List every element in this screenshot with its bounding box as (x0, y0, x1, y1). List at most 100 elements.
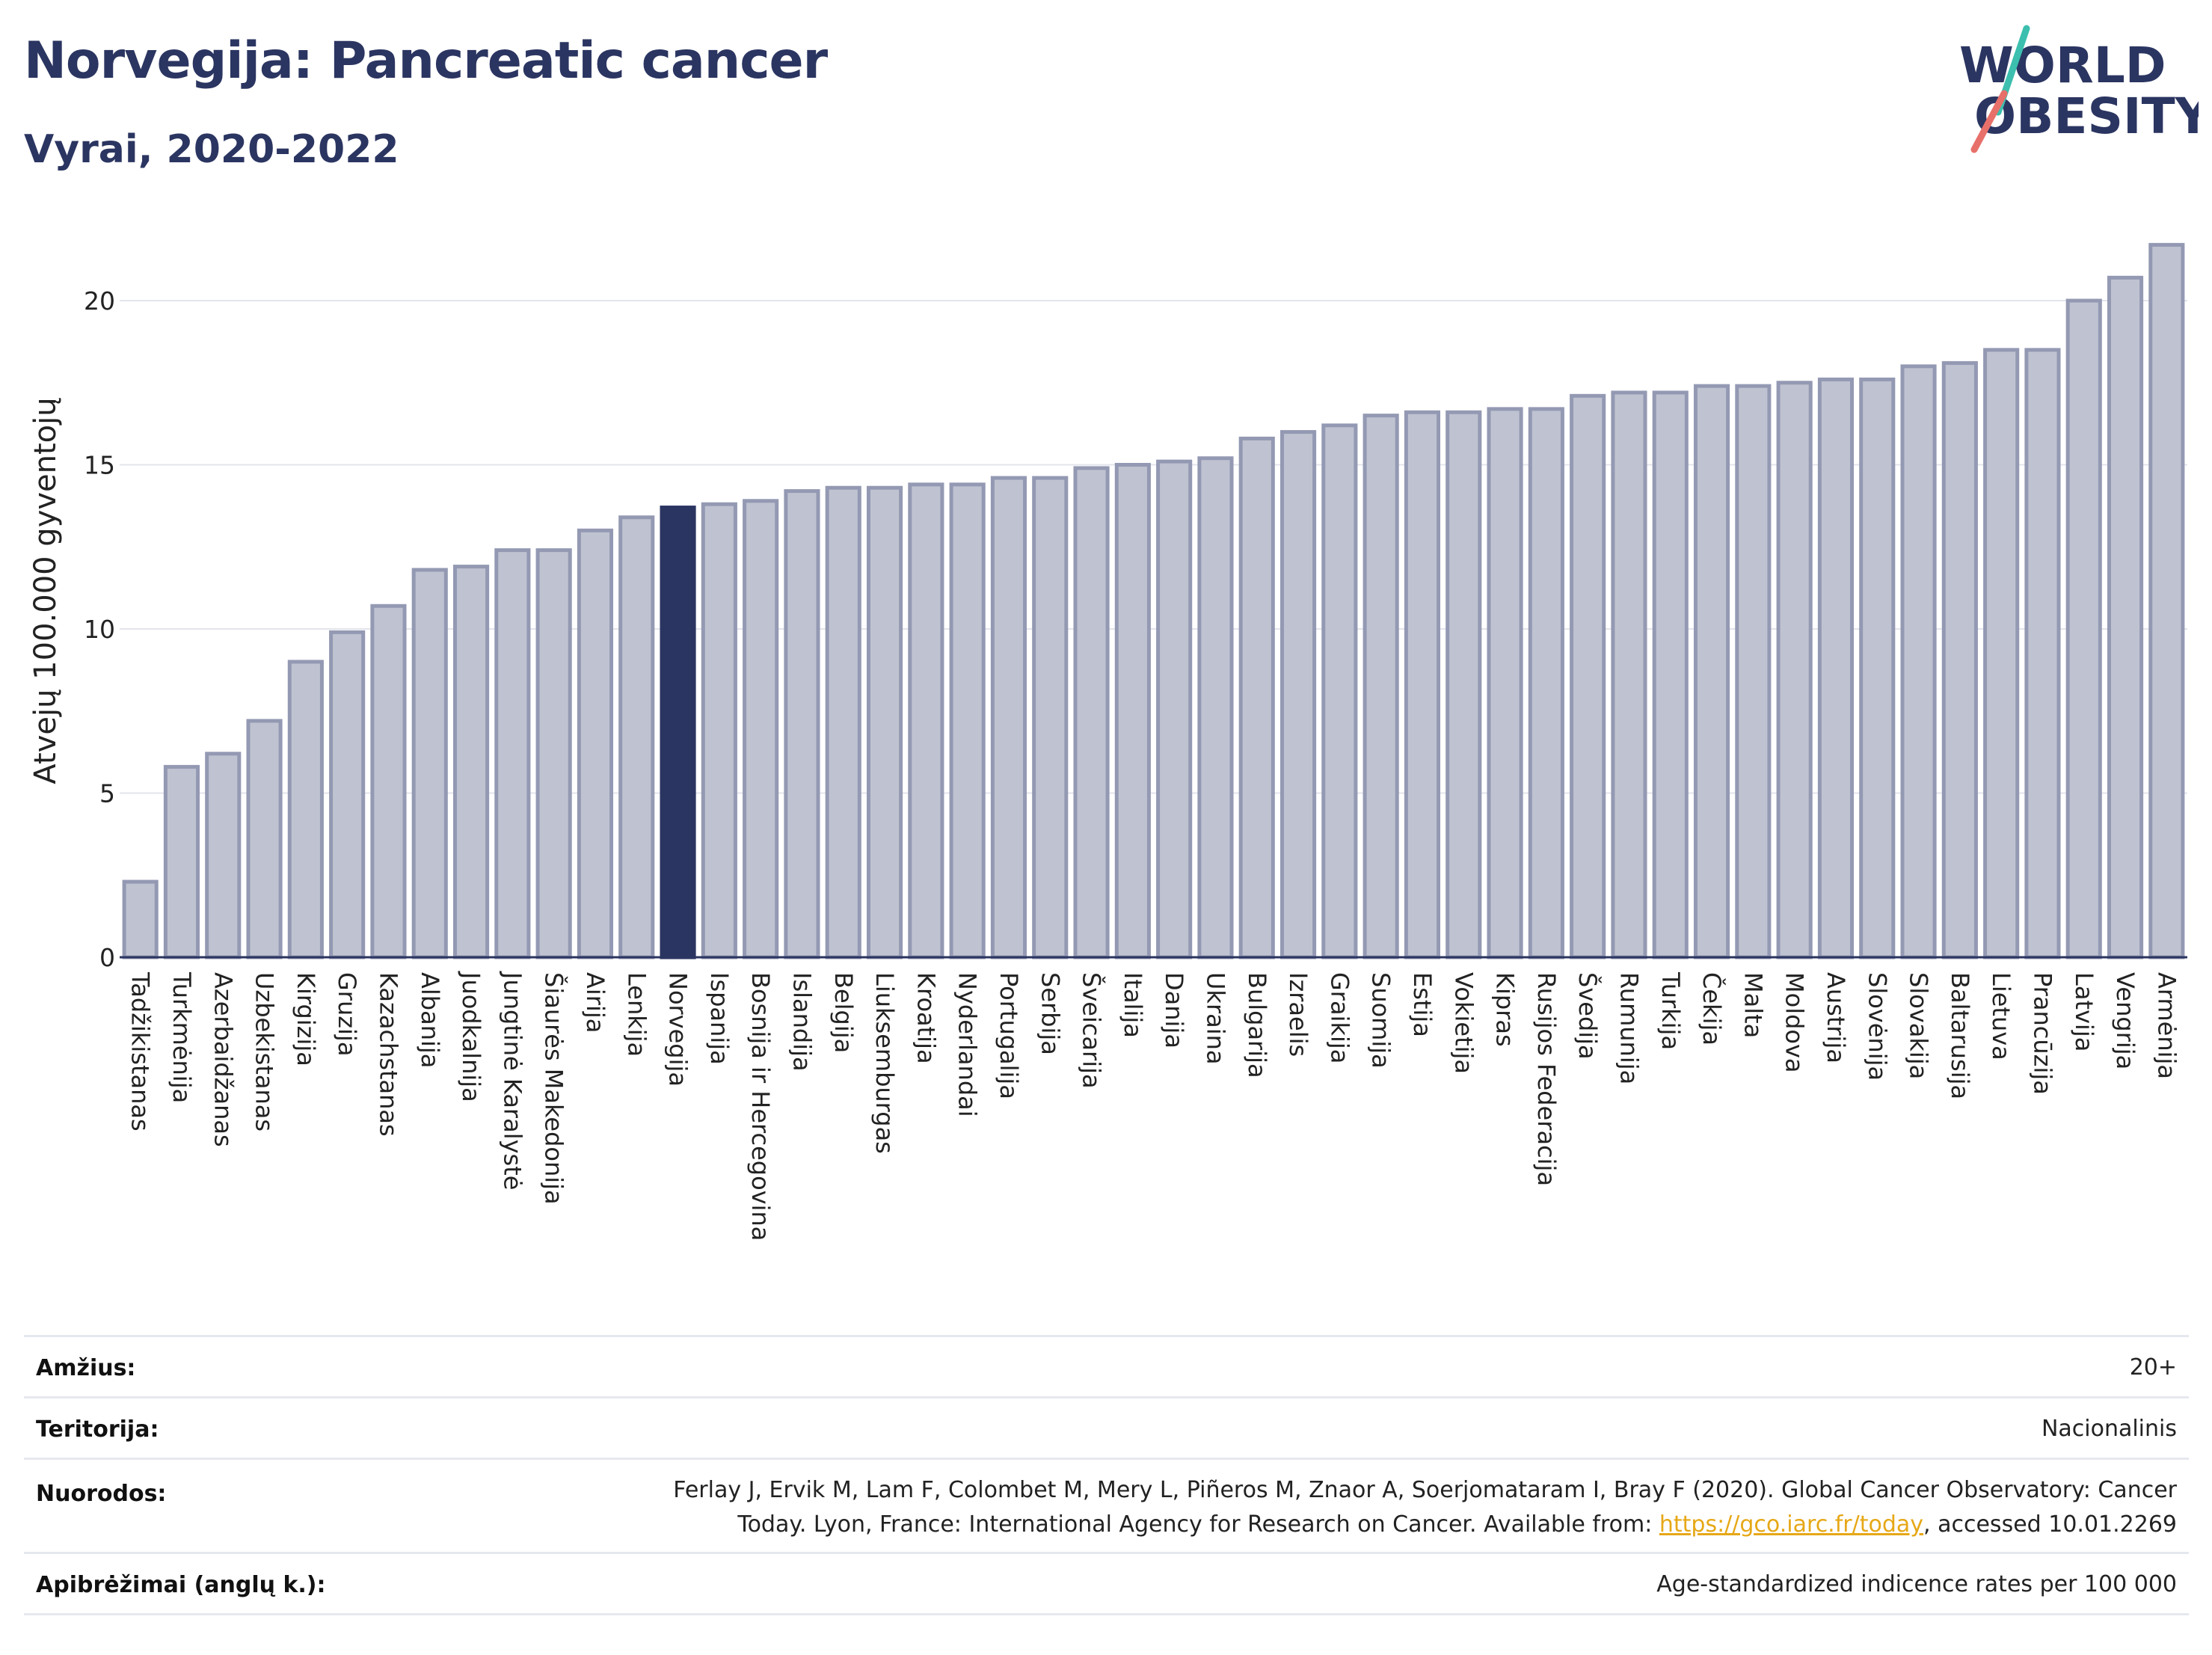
category-label: Suomija (1367, 972, 1395, 1069)
meta-row-references: Nuorodos: Ferlay J, Ervik M, Lam F, Colo… (24, 1458, 2189, 1554)
bar (452, 565, 490, 959)
category-label: Danija (1160, 972, 1188, 1048)
chart-subtitle: Vyrai, 2020-2022 (24, 127, 399, 172)
bar (329, 630, 366, 959)
bar (2024, 348, 2061, 959)
bar (908, 482, 944, 959)
bar (411, 568, 448, 959)
bar (1983, 348, 2020, 959)
bar (535, 548, 572, 959)
bar (1321, 423, 1358, 959)
category-label: Jungtinė Karalystė (498, 971, 526, 1190)
bar (1693, 384, 1730, 959)
y-tick-label: 20 (84, 286, 115, 316)
category-label: Juodkalnija (457, 971, 485, 1102)
bar (1404, 410, 1441, 959)
world-obesity-logo: WORLD OBESITY (1959, 25, 2199, 153)
meta-refs-line2-post: , accessed 10.01.2269 (1923, 1511, 2177, 1538)
category-label: Kirgizija (292, 972, 320, 1066)
bar (1446, 410, 1482, 959)
bar (246, 719, 283, 959)
category-label: Šveicarija (1078, 972, 1107, 1089)
category-label: Vengrija (2111, 972, 2139, 1069)
category-label: Čekija (1698, 972, 1727, 1045)
category-label: Azerbaidžanas (209, 972, 237, 1147)
chart-title: Norvegija: Pancreatic cancer (24, 31, 828, 90)
category-label: Turkmėnija (168, 971, 196, 1103)
bar (287, 660, 324, 959)
meta-territory-value: Nacionalinis (2041, 1416, 2177, 1442)
bar (784, 489, 820, 959)
category-label: Bulgarija (1243, 972, 1271, 1078)
bar (949, 482, 986, 959)
category-label: Belgija (829, 972, 858, 1053)
meta-age-label: Amžius: (36, 1355, 136, 1381)
category-label: Austrija (1822, 972, 1850, 1063)
meta-defs-label: Apibrėžimai (anglų k.): (36, 1572, 326, 1598)
y-tick-label: 5 (99, 779, 115, 808)
category-label: Moldova (1781, 972, 1809, 1073)
category-label: Latvija (2070, 972, 2098, 1051)
y-tick-label: 10 (84, 615, 115, 644)
category-label: Švedija (1573, 972, 1603, 1060)
category-label: Islandija (787, 972, 816, 1072)
category-labels: Tadžikistanas Turkmėnija Azerbaidžanas Uzbe… (126, 971, 2181, 1241)
bar (618, 515, 655, 959)
bar (1817, 377, 1855, 959)
meta-bottom-border (24, 1613, 2189, 1615)
category-label: Malta (1739, 972, 1767, 1038)
bar (2065, 298, 2102, 959)
category-label: Prancūzija (2028, 972, 2056, 1095)
category-label: Šiaurės Makedonija (540, 972, 569, 1205)
meta-row-territory: Teritorija: Nacionalinis (24, 1396, 2189, 1460)
category-label: Albanija (416, 972, 444, 1068)
category-label: Italija (1119, 972, 1147, 1038)
category-label: Armėnija (2152, 972, 2181, 1079)
bar (1156, 459, 1193, 959)
meta-defs-value: Age-standardized indicence rates per 100… (1656, 1571, 2177, 1597)
category-label: Airija (581, 972, 609, 1033)
meta-refs-value: Ferlay J, Ervik M, Lam F, Colombet M, Me… (673, 1473, 2177, 1542)
bar (577, 528, 614, 959)
bar (1900, 364, 1937, 959)
bar (1941, 360, 1978, 959)
y-tick-label: 15 (84, 451, 115, 480)
meta-territory-label: Teritorija: (36, 1416, 159, 1443)
category-label: Baltarusija (1946, 972, 1974, 1099)
category-label: Kroatija (912, 972, 940, 1064)
logo-line2: OBESITY (1974, 87, 2199, 145)
bar (2107, 275, 2144, 959)
y-axis-label: Atvejų 100.000 gyventojų (28, 397, 63, 784)
category-label: Kazachstanas (374, 972, 402, 1137)
bar (701, 502, 737, 959)
bar (866, 485, 903, 959)
bar (1238, 436, 1275, 959)
bar-highlighted (660, 506, 696, 959)
bar (1362, 414, 1399, 959)
category-label: Graikija (1325, 972, 1354, 1063)
category-label: Uzbekistanas (251, 972, 279, 1132)
meta-refs-link[interactable]: https://gco.iarc.fr/today (1659, 1511, 1924, 1538)
meta-refs-line2-pre: Today. Lyon, France: International Agenc… (737, 1511, 1659, 1538)
bar (1652, 390, 1689, 959)
category-label: Gruzija (333, 972, 361, 1056)
bar (494, 548, 531, 959)
meta-refs-line2: Today. Lyon, France: International Agenc… (673, 1508, 2177, 1542)
category-label: Slovėnija (1863, 972, 1891, 1081)
category-label: Ispanija (705, 972, 734, 1065)
bar (1114, 463, 1151, 959)
bar (1735, 384, 1772, 959)
meta-row-definitions: Apibrėžimai (anglų k.): Age-standardized… (24, 1552, 2189, 1615)
bar (205, 752, 242, 959)
meta-row-age: Amžius: 20+ (24, 1335, 2189, 1398)
category-label: Estija (1408, 972, 1437, 1037)
bar (370, 604, 407, 959)
category-label: Rumunija (1615, 972, 1643, 1084)
meta-refs-label: Nuorodos: (36, 1481, 167, 1507)
bar (1859, 377, 1896, 959)
category-label: Ukraina (1201, 972, 1229, 1065)
bar (1073, 466, 1110, 959)
bar (743, 499, 779, 959)
logo-slash-coral (1970, 90, 2008, 153)
meta-refs-line1: Ferlay J, Ervik M, Lam F, Colombet M, Me… (673, 1477, 2177, 1503)
